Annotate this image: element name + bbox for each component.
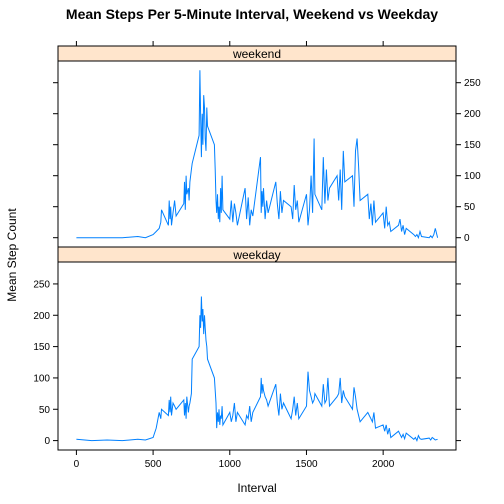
- strip-label-weekend: weekend: [232, 47, 281, 61]
- panel-frame-weekend: [58, 61, 456, 247]
- panel-weekend: weekend 0 50 100 150 200 250: [53, 46, 481, 247]
- panel-frame-weekday: [58, 262, 456, 450]
- y-tick-label-weekday: 200: [33, 311, 50, 322]
- x-tick-label: 0: [74, 459, 80, 470]
- x-tick-label: 1500: [295, 459, 318, 470]
- x-axis-label: Interval: [237, 481, 276, 495]
- y-tick-label-weekend: 0: [464, 233, 470, 244]
- y-tick-label-weekday: 0: [44, 436, 50, 447]
- y-tick-label-weekend: 50: [464, 202, 476, 213]
- panels: weekend 0 50 100 150 200 250 weekday 0 50 100 150 20…: [33, 41, 481, 470]
- x-tick-label: 2000: [372, 459, 395, 470]
- chart-title: Mean Steps Per 5-Minute Interval, Weeken…: [66, 6, 438, 22]
- y-tick-label-weekend: 250: [464, 78, 481, 89]
- y-tick-label-weekday: 150: [33, 342, 50, 353]
- y-tick-label-weekend: 100: [464, 171, 481, 182]
- y-tick-label-weekday: 250: [33, 279, 50, 290]
- y-tick-label-weekday: 100: [33, 373, 50, 384]
- y-axis-label: Mean Step Count: [5, 208, 19, 302]
- series-line-weekday: [76, 297, 437, 441]
- panel-weekday: weekday 0 50 100 150 200 250: [33, 247, 461, 450]
- strip-label-weekday: weekday: [232, 248, 280, 262]
- y-tick-label-weekend: 150: [464, 140, 481, 151]
- y-tick-label-weekend: 200: [464, 109, 481, 120]
- series-line-weekend: [76, 70, 437, 237]
- y-tick-label-weekday: 50: [39, 405, 51, 416]
- x-tick-label: 1000: [219, 459, 242, 470]
- x-tick-label: 500: [145, 459, 162, 470]
